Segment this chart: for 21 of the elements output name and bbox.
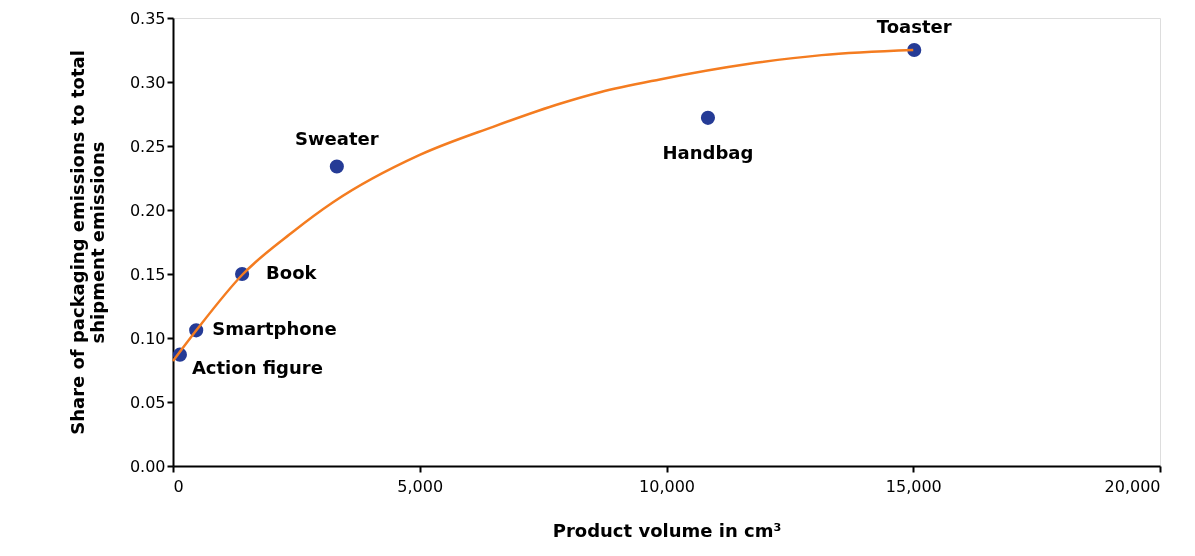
annotation: Action figure bbox=[191, 356, 323, 378]
x-tick-label: 0 bbox=[173, 476, 184, 496]
x-tick-label: 5,000 bbox=[397, 476, 444, 496]
x-tick-label: 20,000 bbox=[1104, 476, 1161, 496]
y-tick-label: 0.05 bbox=[129, 392, 166, 412]
y-tick-label: 0.10 bbox=[129, 328, 166, 348]
y-tick-label: 0.25 bbox=[129, 136, 166, 156]
annotation: Book bbox=[266, 262, 318, 283]
x-axis-title: Product volume in cm³ bbox=[552, 519, 782, 541]
annotation: Handbag bbox=[662, 141, 754, 163]
y-tick-label: 0.35 bbox=[129, 8, 166, 28]
y-tick-label: 0.20 bbox=[129, 200, 166, 220]
annotation: Sweater bbox=[295, 128, 379, 150]
x-tick-label: 10,000 bbox=[639, 476, 695, 496]
x-tick-label: 15,000 bbox=[885, 476, 942, 496]
y-tick-label: 0.30 bbox=[129, 72, 166, 92]
annotation: Smartphone bbox=[212, 318, 337, 340]
annotation: Toaster bbox=[876, 16, 952, 37]
y-tick-label: 0.00 bbox=[129, 456, 166, 476]
y-tick-label: 0.15 bbox=[129, 264, 166, 284]
y-axis-title: Share of packaging emissions to total shipment emissions bbox=[66, 50, 108, 435]
